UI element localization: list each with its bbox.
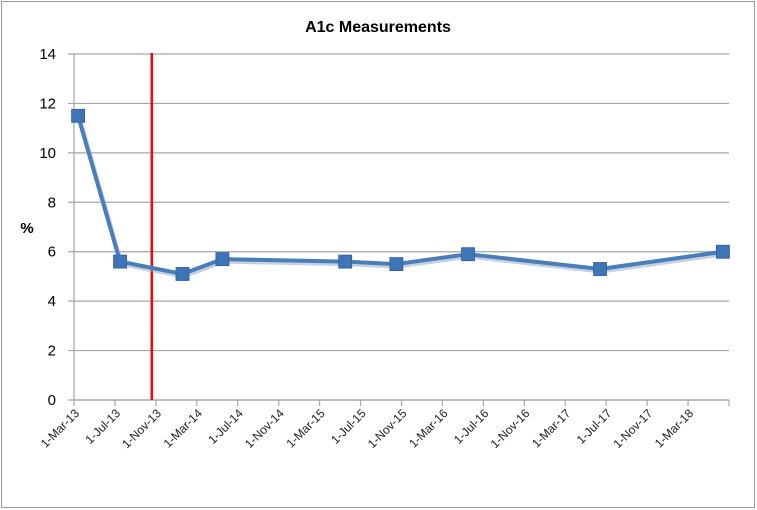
y-axis: 0 2 4 6 8 10 12 14 — [39, 46, 75, 409]
y-tick-label: 2 — [48, 343, 56, 360]
square-marker-icon — [113, 254, 127, 269]
x-tick-label: 1-Jul-14 — [205, 406, 246, 447]
y-axis-label: % — [20, 220, 33, 237]
x-tick-label: 1-Mar-17 — [529, 406, 574, 451]
x-tick-label: 1-Mar-16 — [406, 406, 451, 451]
x-tick-label: 1-Jul-17 — [574, 406, 615, 447]
y-tick-label: 4 — [48, 293, 56, 310]
horizontal-gridlines — [68, 53, 729, 401]
x-tick-label: 1-Jul-15 — [328, 406, 369, 447]
chart-title: A1c Measurements — [305, 19, 451, 36]
square-marker-icon — [338, 254, 353, 269]
y-tick-label: 14 — [39, 46, 56, 63]
y-tick-label: 6 — [48, 244, 56, 261]
data-series — [71, 108, 730, 281]
square-marker-icon — [461, 247, 475, 262]
x-tick-label: 1-Nov-13 — [119, 406, 164, 451]
square-marker-icon — [593, 262, 607, 276]
square-marker-icon — [175, 267, 190, 281]
x-tick-label: 1-Nov-17 — [610, 406, 655, 451]
y-tick-label: 8 — [48, 194, 56, 211]
x-tick-label: 1-Jul-13 — [82, 406, 123, 447]
x-tick-label: 1-Jul-16 — [451, 406, 492, 447]
square-marker-icon — [71, 108, 85, 123]
x-tick-label: 1-Mar-14 — [161, 406, 206, 451]
x-tick-label: 1-Nov-16 — [488, 406, 533, 451]
x-tick-label: 1-Mar-18 — [652, 406, 697, 451]
square-marker-icon — [715, 244, 730, 259]
square-marker-icon — [215, 252, 230, 267]
x-axis: 1-Mar-13 1-Jul-131-Nov-131-Mar-14 1-Jul-14… — [38, 399, 730, 451]
y-tick-label: 12 — [39, 95, 56, 112]
x-tick-label: 1-Nov-14 — [242, 406, 287, 451]
square-marker-icon — [389, 257, 404, 271]
series-line — [76, 115, 724, 276]
y-tick-label: 0 — [48, 392, 56, 409]
x-tick-label: 1-Mar-15 — [283, 406, 328, 451]
y-tick-label: 10 — [39, 145, 56, 162]
x-tick-label: 1-Nov-15 — [365, 406, 410, 451]
x-tick-label: 1-Mar-13 — [38, 406, 83, 451]
